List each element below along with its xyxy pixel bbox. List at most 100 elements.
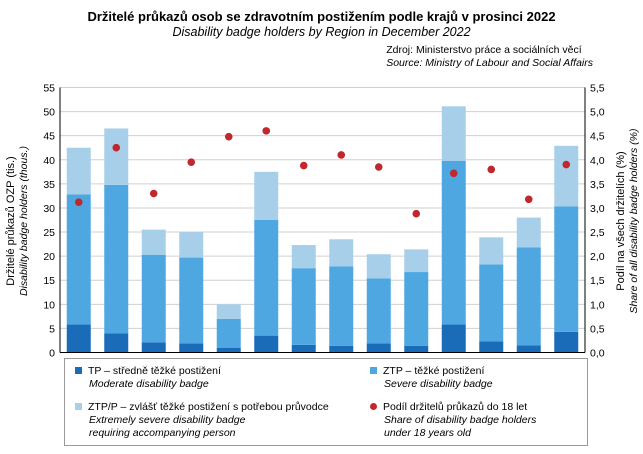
bar-tp: [66, 324, 91, 353]
source-cz: Zdroj: Ministerstvo práce a sociálních v…: [386, 44, 582, 56]
bar-ztp: [366, 278, 391, 344]
legend-label-ztp-en: Severe disability badge: [384, 378, 493, 390]
chart-title: Držitelé průkazů osob se zdravotním post…: [87, 9, 556, 24]
legend-swatch-tp: [75, 367, 82, 374]
bar-ztpp: [366, 254, 391, 279]
legend-label-ztpp-cz: ZTP/P – zvlášť těžké postižení s potřebo…: [88, 401, 329, 413]
legend-label-ztp-cz: ZTP – těžké postižení: [383, 365, 485, 377]
share-dot: [187, 158, 196, 166]
legend-item-ztpp: ZTP/P – zvlášť těžké postižení s potřebo…: [75, 401, 329, 440]
bar-tp: [254, 335, 279, 353]
legend-label-share-en-1: Share of disability badge holders: [384, 414, 537, 426]
share-dot: [149, 189, 158, 198]
y2-tick-label: 0,0: [590, 348, 605, 359]
bar-ztp: [216, 318, 241, 348]
y2-tick-label: 2,0: [590, 251, 605, 263]
share-dot: [74, 198, 83, 206]
share-dot: [337, 151, 346, 159]
share-dot: [299, 161, 308, 170]
legend-swatch-ztp: [370, 367, 377, 374]
y2-tick-label: 4,5: [590, 131, 605, 143]
share-dot: [412, 209, 421, 218]
y-tick-label: 40: [43, 155, 55, 167]
bar-ztp: [516, 247, 541, 346]
bar-tp: [554, 331, 579, 353]
y-axis-label-cz: Držitelé průkazů OZP (tis.): [5, 156, 17, 285]
y-tick-label: 10: [43, 299, 55, 311]
y-ticks-right: 0,0 0,5 1,0 1,5 2,0 2,5 3,0 3,5 4,0 4,5 5,0 5,5: [590, 83, 605, 359]
bar-ztpp: [216, 304, 241, 319]
bar-ztpp: [479, 237, 504, 265]
y2-axis-label-en: Share of all disability badge holders (%…: [628, 128, 640, 313]
bar-ztp: [404, 272, 429, 346]
y-tick-label: 35: [43, 179, 55, 191]
bar-tp: [141, 342, 166, 353]
y2-axis-label-cz: Podíl na všech držitelích (%): [615, 151, 627, 290]
share-dot: [112, 143, 121, 152]
y2-tick-label: 3,0: [590, 203, 605, 215]
bar-ztp: [141, 254, 166, 343]
dot-group: [74, 127, 571, 218]
legend: TP – středně těžké postižení Moderate di…: [64, 358, 588, 446]
y2-tick-label: 5,5: [590, 83, 605, 95]
bar-tp: [441, 324, 466, 353]
y2-tick-label: 4,0: [590, 155, 605, 167]
bar-ztp: [179, 257, 204, 344]
bar-ztpp: [104, 128, 129, 185]
bar-ztp: [479, 264, 504, 342]
bar-ztp: [104, 184, 129, 334]
legend-item-tp: TP – středně těžké postižení Moderate di…: [75, 365, 221, 391]
bar-tp: [291, 344, 316, 353]
legend-label-share-en-2: under 18 years old: [384, 427, 471, 439]
share-dot: [374, 163, 383, 171]
bar-ztp: [554, 206, 579, 332]
y-tick-label: 45: [43, 131, 55, 143]
bar-tp: [404, 345, 429, 353]
bar-tp: [366, 343, 391, 353]
y-ticks-left: 0 5 10 15 20 25 30 35 40 45 50 55: [43, 83, 55, 359]
legend-label-ztpp-en-1: Extremely severe disability badge: [89, 414, 246, 426]
bar-ztp: [254, 220, 279, 336]
bar-ztpp: [291, 245, 316, 269]
bar-ztp: [329, 266, 354, 346]
y2-tick-label: 1,0: [590, 299, 605, 311]
bar-tp: [104, 333, 129, 353]
y2-tick-label: 1,5: [590, 275, 605, 287]
y-tick-label: 0: [49, 348, 55, 359]
bar-tp: [479, 341, 504, 353]
chart-area: 0 5 10 15 20 25 30 35 40 45 50 55 0,0 0,5 1,0 1,5 2,0 2,…: [5, 83, 640, 359]
y2-tick-label: 3,5: [590, 179, 605, 191]
y-tick-label: 20: [43, 251, 55, 263]
y-tick-label: 50: [43, 107, 55, 119]
bar-ztp: [66, 194, 91, 325]
y-axis-label-en: Disability badge holders (thous.): [18, 146, 30, 296]
share-dot: [524, 195, 533, 204]
bar-group: [66, 106, 579, 353]
y-tick-label: 30: [43, 203, 55, 215]
bar-ztpp: [254, 171, 279, 220]
bar-ztpp: [179, 232, 204, 258]
share-dot: [262, 127, 271, 135]
bar-ztpp: [66, 147, 91, 195]
share-dot: [487, 165, 496, 174]
bar-ztp: [291, 268, 316, 345]
y2-tick-label: 2,5: [590, 227, 605, 239]
share-dot: [224, 132, 233, 141]
bar-tp: [179, 343, 204, 353]
legend-label-tp-en: Moderate disability badge: [89, 378, 209, 390]
gridlines: [60, 87, 585, 329]
chart-subtitle: Disability badge holders by Region in De…: [172, 25, 471, 39]
y-tick-label: 15: [43, 275, 55, 287]
bar-ztp: [441, 160, 466, 325]
y-tick-label: 5: [49, 323, 55, 335]
y2-tick-label: 0,5: [590, 323, 605, 335]
y-tick-label: 55: [43, 83, 55, 95]
legend-label-tp-cz: TP – středně těžké postižení: [88, 365, 221, 377]
bar-ztpp: [329, 239, 354, 267]
legend-swatch-ztpp: [75, 403, 82, 410]
y2-tick-label: 5,0: [590, 107, 605, 119]
legend-label-ztpp-en-2: requiring accompanying person: [89, 427, 236, 439]
share-dot: [449, 169, 458, 178]
bar-ztpp: [141, 229, 166, 255]
legend-swatch-share: [370, 403, 377, 410]
